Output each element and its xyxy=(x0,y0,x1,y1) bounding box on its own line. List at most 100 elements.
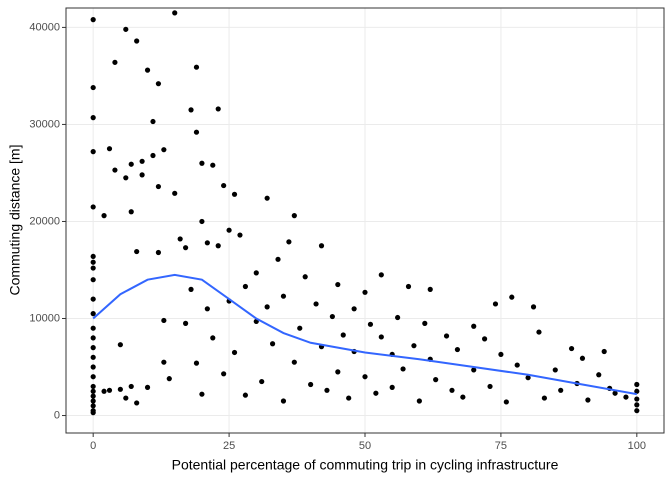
point xyxy=(128,161,134,167)
point xyxy=(302,274,308,280)
point xyxy=(541,395,548,401)
point xyxy=(90,115,96,121)
point xyxy=(362,289,368,295)
point xyxy=(400,366,406,372)
point xyxy=(264,195,270,201)
point xyxy=(291,359,297,365)
point xyxy=(226,227,232,233)
point xyxy=(90,388,96,394)
point xyxy=(144,67,151,73)
point xyxy=(183,245,189,251)
point xyxy=(128,383,134,390)
point xyxy=(90,374,96,380)
point xyxy=(231,349,238,356)
y-axis-label: Commuting distance [m] xyxy=(7,145,23,296)
point xyxy=(395,314,401,321)
point xyxy=(536,329,542,335)
point xyxy=(242,392,248,398)
point xyxy=(280,398,287,404)
point xyxy=(297,325,303,331)
point xyxy=(231,191,238,197)
point xyxy=(492,301,499,307)
point xyxy=(552,367,558,373)
point xyxy=(237,232,243,238)
panel-border xyxy=(65,7,665,434)
x-axis-label: Potential percentage of commuting trip i… xyxy=(172,457,559,473)
y-tick-label: 10000 xyxy=(29,312,60,324)
point xyxy=(427,286,433,292)
point xyxy=(112,59,118,65)
point xyxy=(90,149,96,155)
point xyxy=(172,190,178,196)
point xyxy=(313,301,319,307)
point xyxy=(264,304,270,310)
point xyxy=(210,335,216,341)
point xyxy=(177,236,183,242)
point xyxy=(112,167,118,173)
point xyxy=(134,248,140,255)
point xyxy=(487,383,493,390)
point xyxy=(90,311,96,317)
point xyxy=(259,378,265,385)
x-tick-label: 0 xyxy=(90,440,96,452)
point xyxy=(123,175,129,181)
point xyxy=(193,360,200,366)
point xyxy=(460,394,466,400)
point xyxy=(362,374,368,380)
point xyxy=(422,320,428,326)
point xyxy=(150,152,156,159)
point xyxy=(411,343,417,349)
x-tick-label: 100 xyxy=(628,440,646,452)
point xyxy=(123,395,129,401)
point xyxy=(509,294,515,300)
point xyxy=(128,209,134,215)
point xyxy=(482,336,488,342)
point xyxy=(199,391,205,397)
point xyxy=(106,146,113,152)
point xyxy=(166,376,172,382)
point xyxy=(204,306,210,312)
point xyxy=(134,400,140,406)
point xyxy=(172,10,178,16)
point xyxy=(634,402,640,408)
point xyxy=(139,158,145,164)
point xyxy=(221,182,227,189)
point xyxy=(346,395,352,401)
point xyxy=(280,293,287,299)
point xyxy=(601,348,607,355)
point xyxy=(188,107,194,113)
x-tick-label: 25 xyxy=(223,440,235,452)
x-tick-label: 50 xyxy=(359,440,371,452)
point xyxy=(329,313,335,320)
point xyxy=(90,265,96,271)
point xyxy=(503,399,509,405)
point xyxy=(471,367,477,373)
point xyxy=(623,394,629,400)
point xyxy=(193,64,200,70)
point xyxy=(433,377,439,383)
point xyxy=(155,183,162,190)
point xyxy=(389,384,395,390)
point xyxy=(269,341,276,347)
point xyxy=(155,249,162,256)
point xyxy=(568,345,575,352)
point xyxy=(90,383,96,390)
point xyxy=(155,81,162,87)
point xyxy=(335,369,341,375)
point xyxy=(215,243,221,249)
point xyxy=(373,390,379,396)
point xyxy=(204,240,210,246)
point xyxy=(101,388,107,394)
point xyxy=(367,321,374,327)
point xyxy=(90,410,96,416)
point xyxy=(90,403,96,409)
point xyxy=(117,342,123,348)
point xyxy=(596,372,602,378)
point xyxy=(90,335,96,341)
point xyxy=(498,351,504,358)
point xyxy=(471,323,477,329)
point xyxy=(340,332,346,338)
point xyxy=(90,17,96,23)
